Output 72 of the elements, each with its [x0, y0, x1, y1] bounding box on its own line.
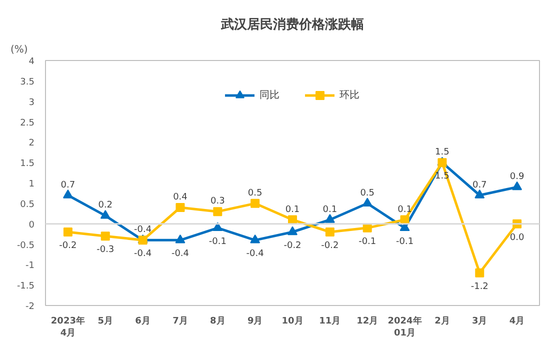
- point: [250, 234, 260, 244]
- y-tick-label: -0.5: [16, 240, 34, 251]
- data-label: -0.2: [321, 241, 339, 251]
- point: [175, 234, 186, 244]
- data-label: 0.0: [510, 232, 524, 243]
- x-tick-label: 8月: [210, 316, 226, 326]
- x-tick-label: 4月: [509, 316, 525, 326]
- x-tick-label: 7月: [172, 316, 188, 326]
- data-label: -0.1: [396, 236, 414, 247]
- data-label: -0.2: [284, 241, 302, 251]
- data-label: 0.5: [360, 188, 375, 198]
- y-tick-label: 2: [28, 138, 35, 149]
- point: [324, 214, 335, 223]
- y-tick-label: 2.5: [20, 118, 35, 128]
- legend-label: 环比: [340, 88, 360, 102]
- point: [213, 207, 222, 216]
- point: [63, 228, 72, 236]
- data-label: -0.4: [171, 249, 190, 260]
- data-label: 0.5: [248, 188, 262, 198]
- y-axis-title: (%): [10, 44, 28, 56]
- point: [475, 268, 484, 278]
- data-label: 0.1: [322, 204, 338, 215]
- x-tick-label: 3月: [472, 316, 488, 326]
- y-tick-label: 4: [28, 57, 35, 67]
- point: [212, 222, 223, 232]
- data-label: 0.2: [98, 200, 113, 211]
- data-label: 0.7: [472, 180, 487, 190]
- y-tick-label: 1.5: [20, 159, 35, 170]
- point: [100, 210, 110, 219]
- y-tick-label: 0: [28, 220, 35, 230]
- data-label: 0.4: [173, 192, 188, 202]
- data-label: -0.2: [59, 241, 77, 251]
- x-tick-label: 6月: [135, 316, 150, 326]
- y-tick-label: 3: [28, 98, 35, 108]
- x-tick-label: 2024年01月: [388, 316, 422, 338]
- data-label: -0.4: [246, 249, 264, 260]
- data-label: -0.1: [358, 236, 376, 247]
- x-tick-label: 11月: [319, 316, 341, 326]
- point: [250, 198, 260, 208]
- point: [100, 232, 110, 241]
- chart-title: 武汉居民消费价格涨跌幅: [220, 18, 364, 32]
- data-label: -0.3: [96, 245, 114, 256]
- point: [512, 181, 522, 190]
- x-tick-label: 9月: [247, 316, 263, 326]
- y-tick-label: -2: [26, 302, 35, 312]
- data-label: 0.1: [285, 204, 300, 215]
- data-label: 0.3: [210, 196, 225, 207]
- data-label: 0.7: [60, 180, 76, 190]
- legend-label: 同比: [260, 88, 280, 102]
- y-tick-label: 1: [28, 180, 35, 190]
- x-tick-label: 12月: [356, 316, 378, 326]
- x-tick-label: 10月: [282, 316, 304, 326]
- x-tick-label: 5月: [98, 316, 114, 326]
- point: [474, 190, 485, 198]
- data-label: 0.9: [510, 172, 524, 182]
- point: [362, 198, 372, 207]
- data-label: -0.4: [134, 225, 152, 236]
- data-label: -0.4: [134, 249, 152, 260]
- point: [62, 190, 73, 198]
- data-label: -1.2: [470, 282, 488, 292]
- data-label: -0.1: [208, 236, 226, 247]
- point: [176, 203, 185, 212]
- y-tick-label: -1.5: [16, 282, 34, 292]
- x-tick-label: 2月: [434, 316, 450, 326]
- point: [288, 226, 298, 236]
- data-label: 1.5: [435, 148, 450, 158]
- point: [362, 223, 372, 232]
- y-tick-label: -1: [26, 261, 35, 272]
- y-tick-label: 0.5: [20, 200, 35, 210]
- point: [325, 228, 334, 236]
- x-tick-label: 2023年4月: [50, 316, 85, 338]
- y-tick-label: 3.5: [20, 77, 35, 88]
